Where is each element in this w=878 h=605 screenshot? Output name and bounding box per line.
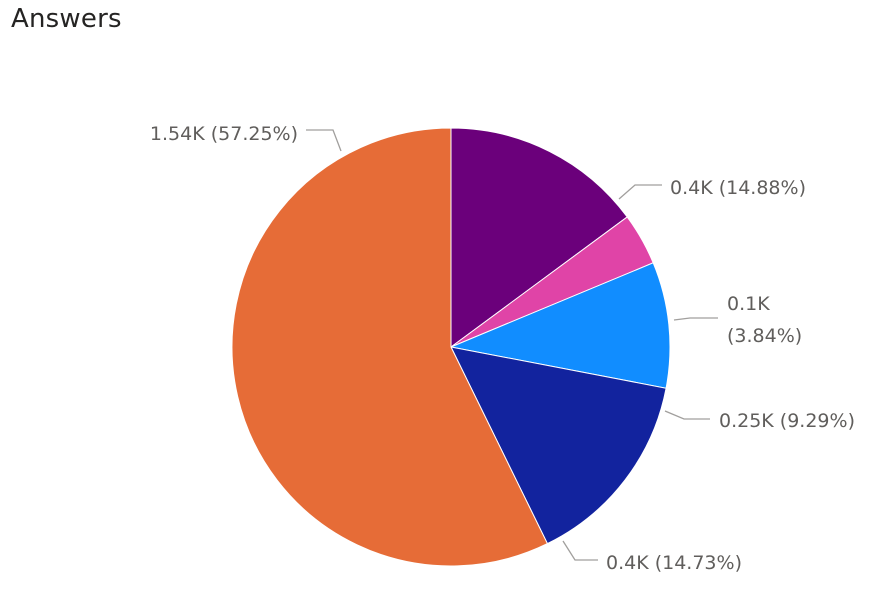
leader-line-4 — [562, 540, 598, 561]
data-labels: 0.4K (14.88%) 0.1K (3.84%) 0.25K (9.29%) 0.4… — [150, 123, 855, 574]
pie-slice-4[interactable] — [450, 346, 667, 545]
data-label-2: 0.1K (3.84%) — [727, 293, 802, 347]
leader-line-5 — [306, 129, 342, 152]
pie-slice-3[interactable] — [449, 262, 671, 389]
data-label-4: 0.4K (14.73%) — [606, 552, 742, 574]
data-label-5: 1.54K (57.25%) — [150, 123, 298, 145]
pie-slice-1[interactable] — [450, 127, 628, 348]
data-label-3: 0.25K (9.29%) — [719, 410, 855, 432]
leader-lines — [306, 129, 718, 561]
data-label-1: 0.4K (14.88%) — [670, 177, 806, 199]
leader-line-3 — [664, 410, 710, 420]
leader-line-1 — [618, 184, 662, 200]
chart-title: Answers — [11, 4, 122, 34]
leader-line-2 — [673, 317, 718, 321]
pie-slices — [231, 127, 671, 567]
pie-slice-5[interactable] — [231, 127, 549, 567]
